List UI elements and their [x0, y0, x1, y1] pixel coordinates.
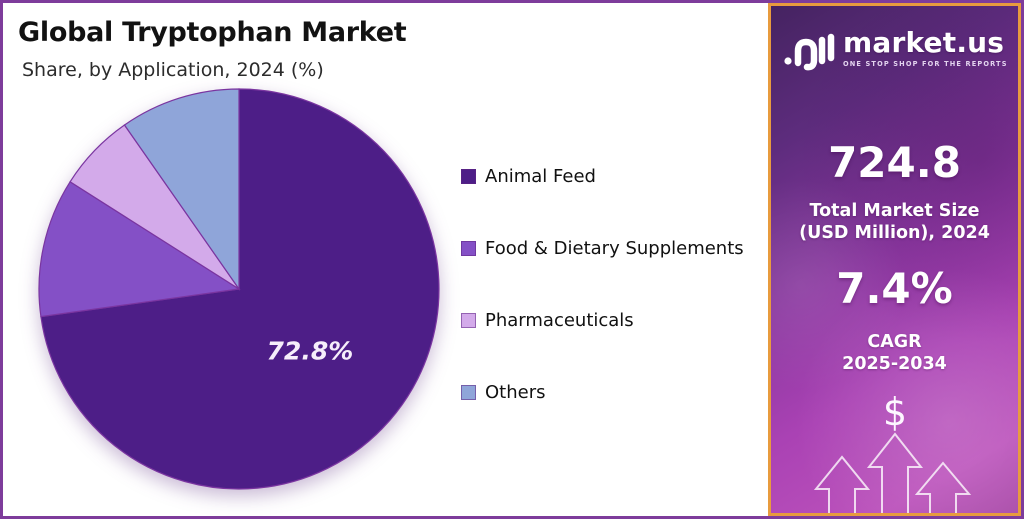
legend-label: Animal Feed [485, 165, 596, 187]
legend-label: Others [485, 381, 546, 403]
legend-swatch-icon [461, 384, 476, 400]
growth-arrows-icon: $ [813, 390, 972, 513]
market-size-label-line2: (USD Million), 2024 [799, 223, 990, 243]
legend-item-others: Others [461, 381, 744, 403]
pie-slice-food-dietary-supplements [38, 180, 241, 318]
pie-data-label: 72.8% [267, 337, 354, 366]
market-size-label-line1: Total Market Size [809, 201, 980, 221]
cagr-value: 7.4% [836, 264, 953, 313]
cagr-label-line1: CAGR [867, 332, 922, 352]
pie-chart: 72.8% [38, 88, 440, 490]
chart-area: Global Tryptophan Market Share, by Appli… [3, 3, 768, 516]
pie-slice-others [123, 88, 240, 291]
legend-swatch-icon [461, 168, 476, 184]
brand-name: market.us [843, 26, 1005, 59]
legend-label: Pharmaceuticals [485, 309, 634, 331]
dollar-icon: $ [883, 390, 907, 434]
page-subtitle: Share, by Application, 2024 (%) [22, 59, 324, 81]
legend-swatch-icon [461, 240, 476, 256]
legend-label: Food & Dietary Supplements [485, 237, 744, 259]
legend-item-food-dietary-supplements: Food & Dietary Supplements [461, 237, 744, 259]
brand-text: market.us ONE STOP SHOP FOR THE REPORTS [843, 26, 1008, 69]
cagr-label: CAGR 2025-2034 [771, 331, 1018, 375]
market-size-label: Total Market Size (USD Million), 2024 [771, 200, 1018, 244]
legend-item-pharmaceuticals: Pharmaceuticals [461, 309, 744, 331]
brand-logo: market.us ONE STOP SHOP FOR THE REPORTS [783, 28, 1008, 72]
stats-side-panel: market.us ONE STOP SHOP FOR THE REPORTS … [768, 3, 1021, 516]
brand-tagline: ONE STOP SHOP FOR THE REPORTS [843, 60, 1008, 68]
market-size-value: 724.8 [828, 138, 961, 187]
page-title: Global Tryptophan Market [18, 17, 407, 48]
cagr-label-line2: 2025-2034 [842, 354, 947, 374]
market-us-logo-icon [784, 33, 835, 71]
pie-legend: Animal Feed Food & Dietary Supplements P… [461, 165, 744, 453]
legend-item-animal-feed: Animal Feed [461, 165, 744, 187]
legend-swatch-icon [461, 312, 476, 328]
